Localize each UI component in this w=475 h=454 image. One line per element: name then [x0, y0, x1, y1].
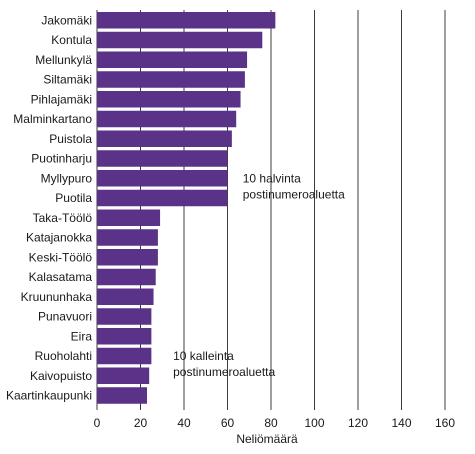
bars	[97, 12, 276, 404]
x-tick-label: 20	[134, 416, 148, 430]
bar	[97, 189, 228, 207]
bar	[97, 170, 228, 187]
x-tick-label: 140	[391, 416, 411, 430]
category-label: Ruoholahti	[35, 349, 92, 363]
category-label: Eira	[71, 329, 93, 343]
annotation-text: 10 halvinta postinumeroaluetta	[243, 171, 345, 201]
category-label: Keski-Töölö	[29, 250, 93, 264]
bar	[97, 328, 152, 345]
category-label: Kaivopuisto	[30, 369, 92, 383]
x-tick-labels: 0 20 40 60 80 100 120 140 160	[94, 416, 456, 430]
category-label: Pihlajamäki	[31, 92, 92, 106]
x-tick-label: 160	[435, 416, 455, 430]
x-tick-label: 100	[304, 416, 324, 430]
x-axis-title: Neliömäärä	[236, 432, 298, 446]
bar	[97, 209, 161, 226]
bar	[97, 268, 156, 286]
bar	[97, 308, 152, 325]
bar	[97, 51, 248, 68]
x-tick-label: 60	[221, 416, 235, 430]
category-label: Puistola	[49, 132, 92, 146]
category-label: Taka-Töölö	[33, 211, 93, 225]
x-tick-label: 120	[348, 416, 368, 430]
category-label: Kaartinkaupunki	[6, 389, 92, 403]
bar	[97, 31, 263, 49]
x-tick-label: 40	[177, 416, 191, 430]
category-label: Kalasatama	[29, 270, 93, 284]
annotation-line: postinumeroaluetta	[173, 365, 275, 379]
bar	[97, 110, 237, 128]
category-label: Jakomäki	[41, 13, 92, 27]
bar	[97, 91, 241, 108]
bar	[97, 12, 276, 29]
bar	[97, 367, 150, 384]
annotation-line: 10 kalleinta	[173, 349, 234, 363]
category-label: Myllypuro	[41, 171, 93, 185]
bar	[97, 249, 158, 266]
category-label: Kontula	[51, 33, 92, 47]
x-tick-label: 80	[264, 416, 278, 430]
category-label: Punavuori	[38, 310, 92, 324]
bar	[97, 71, 245, 88]
category-label: Siltamäki	[43, 73, 92, 87]
bar	[97, 229, 158, 246]
bar	[97, 347, 152, 365]
bar	[97, 387, 148, 404]
annotation-line: postinumeroaluetta	[243, 187, 345, 201]
category-label: Puotinharju	[31, 152, 92, 166]
category-label: Mellunkylä	[35, 53, 92, 67]
category-label: Puotila	[55, 191, 92, 205]
category-label: Kruununhaka	[21, 290, 93, 304]
category-label: Malminkartano	[13, 112, 92, 126]
category-label: Katajanokka	[26, 231, 92, 245]
annotation-text: 10 kalleinta postinumeroaluetta	[173, 349, 275, 379]
bar	[97, 130, 232, 147]
bar	[97, 150, 228, 167]
bar	[97, 288, 154, 305]
x-tick-label: 0	[94, 416, 101, 430]
category-labels: Jakomäki Kontula Mellunkylä Siltamäki Pihlaj…	[6, 13, 92, 402]
annotation-line: 10 halvinta	[243, 171, 301, 185]
